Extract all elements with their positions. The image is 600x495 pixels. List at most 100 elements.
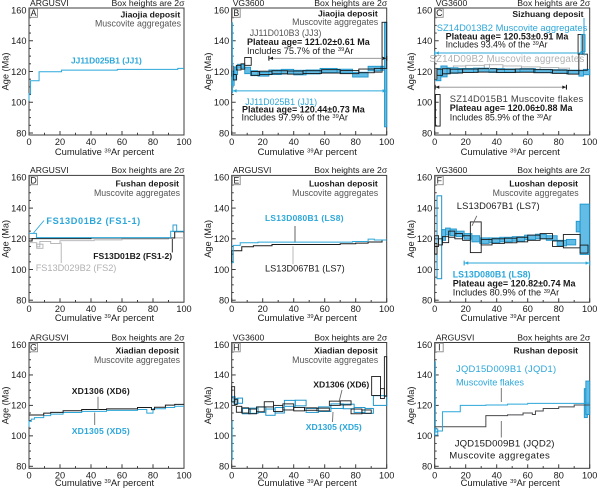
svg-text:0: 0 <box>229 304 234 314</box>
svg-text:A: A <box>31 8 37 18</box>
svg-text:80: 80 <box>554 470 564 480</box>
svg-text:XD1305 (XD5): XD1305 (XD5) <box>72 426 130 436</box>
svg-text:100: 100 <box>582 304 597 314</box>
svg-text:100: 100 <box>379 470 394 480</box>
svg-text:Box heights are 2σ: Box heights are 2σ <box>517 165 591 175</box>
svg-text:120: 120 <box>214 67 229 77</box>
svg-text:80: 80 <box>148 470 158 480</box>
svg-text:XD1305 (XD5): XD1305 (XD5) <box>306 422 362 432</box>
svg-text:80: 80 <box>148 137 158 147</box>
svg-text:Muscovite aggregates: Muscovite aggregates <box>449 451 550 462</box>
svg-text:100: 100 <box>214 431 229 441</box>
svg-text:Age (Ma): Age (Ma) <box>203 53 213 91</box>
svg-text:FS13D01B2 (FS1-2): FS13D01B2 (FS1-2) <box>93 251 172 261</box>
svg-text:JJ11D025B1 (JJ1): JJ11D025B1 (JJ1) <box>245 97 317 107</box>
svg-text:ARGUSVI: ARGUSVI <box>30 0 69 8</box>
svg-text:0: 0 <box>229 137 234 147</box>
svg-text:Age (Ma): Age (Ma) <box>406 53 416 91</box>
svg-text:40: 40 <box>492 304 502 314</box>
svg-text:80: 80 <box>554 304 564 314</box>
svg-text:100: 100 <box>379 304 394 314</box>
svg-text:40: 40 <box>86 470 96 480</box>
svg-text:40: 40 <box>86 304 96 314</box>
svg-text:Box heights are 2σ: Box heights are 2σ <box>517 0 591 8</box>
svg-text:Cumulative 39Ar percent: Cumulative 39Ar percent <box>55 477 155 488</box>
svg-text:Plateau age= 120.44±0.73 Ma: Plateau age= 120.44±0.73 Ma <box>242 104 366 114</box>
svg-text:Cumulative 39Ar percent: Cumulative 39Ar percent <box>461 312 561 323</box>
svg-text:Jiaojia deposit: Jiaojia deposit <box>318 9 378 19</box>
svg-text:Plateau age= 120.06±0.88 Ma: Plateau age= 120.06±0.88 Ma <box>450 103 574 113</box>
svg-text:80: 80 <box>351 304 361 314</box>
svg-text:100: 100 <box>176 137 191 147</box>
svg-text:VG3600: VG3600 <box>436 0 468 8</box>
svg-text:20: 20 <box>55 137 65 147</box>
svg-text:100: 100 <box>11 98 26 108</box>
svg-text:80: 80 <box>219 296 229 306</box>
svg-text:80: 80 <box>351 137 361 147</box>
svg-text:60: 60 <box>320 137 330 147</box>
svg-text:Plateau age= 120.82±0.74 Ma: Plateau age= 120.82±0.74 Ma <box>453 278 577 288</box>
svg-text:Cumulative 39Ar percent: Cumulative 39Ar percent <box>55 312 155 323</box>
svg-text:120: 120 <box>417 67 432 77</box>
svg-text:JJ11D025B1 (JJ1): JJ11D025B1 (JJ1) <box>71 56 142 66</box>
svg-text:160: 160 <box>214 5 229 15</box>
svg-text:0: 0 <box>229 470 234 480</box>
svg-text:100: 100 <box>582 470 597 480</box>
svg-text:D: D <box>30 176 36 186</box>
svg-text:60: 60 <box>320 304 330 314</box>
svg-text:60: 60 <box>117 137 127 147</box>
svg-text:Muscovite flakes: Muscovite flakes <box>456 378 524 388</box>
svg-text:20: 20 <box>461 304 471 314</box>
svg-text:80: 80 <box>422 462 432 472</box>
svg-text:Includes 85.9% of the 39Ar: Includes 85.9% of the 39Ar <box>450 113 552 123</box>
svg-text:160: 160 <box>11 5 26 15</box>
svg-text:40: 40 <box>492 470 502 480</box>
svg-text:20: 20 <box>461 470 471 480</box>
svg-text:40: 40 <box>86 137 96 147</box>
svg-text:120: 120 <box>417 401 432 411</box>
svg-text:Luoshan deposit: Luoshan deposit <box>309 178 378 188</box>
svg-text:Includes 97.9% of the 39Ar: Includes 97.9% of the 39Ar <box>242 112 348 122</box>
svg-text:100: 100 <box>214 265 229 275</box>
svg-text:XD1306 (XD6): XD1306 (XD6) <box>72 386 130 396</box>
svg-text:80: 80 <box>554 137 564 147</box>
svg-text:JQD15D009B1 (JQD2): JQD15D009B1 (JQD2) <box>455 439 555 450</box>
svg-text:40: 40 <box>492 137 502 147</box>
svg-text:Muscovite aggregates: Muscovite aggregates <box>94 355 181 365</box>
svg-text:160: 160 <box>11 173 26 183</box>
svg-text:80: 80 <box>351 470 361 480</box>
svg-text:E: E <box>233 176 239 186</box>
svg-text:100: 100 <box>417 265 432 275</box>
svg-text:Muscovite aggregates: Muscovite aggregates <box>292 188 379 198</box>
svg-text:B: B <box>233 8 239 18</box>
svg-text:80: 80 <box>422 296 432 306</box>
svg-text:C: C <box>436 8 443 18</box>
svg-text:140: 140 <box>417 370 432 380</box>
svg-text:0: 0 <box>26 137 31 147</box>
svg-text:60: 60 <box>320 470 330 480</box>
svg-text:100: 100 <box>176 304 191 314</box>
svg-text:FS13D029B2 (FS2): FS13D029B2 (FS2) <box>36 263 117 273</box>
svg-text:100: 100 <box>582 137 597 147</box>
svg-text:VG3600: VG3600 <box>436 165 468 175</box>
svg-text:80: 80 <box>16 128 26 138</box>
svg-text:Box heights are 2σ: Box heights are 2σ <box>517 332 591 342</box>
svg-text:100: 100 <box>214 98 229 108</box>
svg-text:Cumulative 39Ar percent: Cumulative 39Ar percent <box>461 146 561 157</box>
svg-text:160: 160 <box>214 173 229 183</box>
svg-text:LS13D067B1 (LS7): LS13D067B1 (LS7) <box>265 263 345 273</box>
svg-text:Muscovite aggregates: Muscovite aggregates <box>94 188 181 198</box>
svg-text:60: 60 <box>523 470 533 480</box>
svg-text:100: 100 <box>11 265 26 275</box>
svg-text:LS13D067B1 (LS7): LS13D067B1 (LS7) <box>457 200 540 211</box>
svg-text:ARGUSVI: ARGUSVI <box>436 332 475 342</box>
svg-text:Includes 93.4% of the 39Ar: Includes 93.4% of the 39Ar <box>446 40 548 50</box>
svg-text:Xiadian deposit: Xiadian deposit <box>314 345 378 355</box>
svg-text:80: 80 <box>16 296 26 306</box>
svg-text:Plateau age= 120.53±0.91 Ma: Plateau age= 120.53±0.91 Ma <box>446 31 570 41</box>
svg-text:Cumulative 39Ar percent: Cumulative 39Ar percent <box>55 146 155 157</box>
svg-text:160: 160 <box>417 173 432 183</box>
svg-text:140: 140 <box>11 36 26 46</box>
svg-text:60: 60 <box>117 470 127 480</box>
svg-text:140: 140 <box>11 370 26 380</box>
